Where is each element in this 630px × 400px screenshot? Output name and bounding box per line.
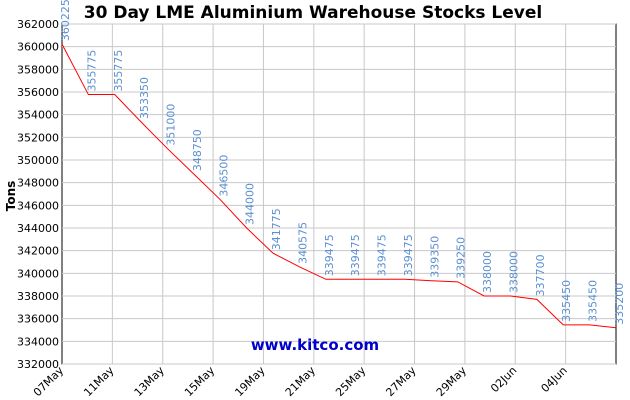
data-label: 339475 <box>349 234 362 276</box>
y-tick-label: 352000 <box>17 131 59 144</box>
data-label: 339475 <box>402 234 415 276</box>
x-tick-label: 21May <box>283 364 319 400</box>
data-label: 339350 <box>428 236 441 278</box>
data-label: 355775 <box>112 50 125 92</box>
y-tick-label: 338000 <box>17 290 59 303</box>
grid-lines <box>62 23 616 365</box>
data-label: 339250 <box>455 237 468 279</box>
data-label: 340575 <box>296 222 309 264</box>
y-axis-label: Tons <box>4 181 18 212</box>
y-tick-label: 354000 <box>17 109 59 122</box>
y-tick-label: 356000 <box>17 86 59 99</box>
data-label: 341775 <box>270 208 283 250</box>
x-tick-label: 13May <box>132 364 168 400</box>
data-label: 351000 <box>165 104 178 146</box>
y-axis-ticks: 332000 334000 336000 338000 340000 342000 3440… <box>17 18 59 371</box>
chart-title: 30 Day LME Aluminium Warehouse Stocks Le… <box>84 3 542 23</box>
data-label: 355775 <box>85 50 98 92</box>
y-tick-label: 362000 <box>17 18 59 31</box>
series-line <box>61 43 617 329</box>
x-tick-label: 15May <box>182 364 218 400</box>
plot-area <box>61 23 617 365</box>
x-tick-label: 02Jun <box>488 364 519 395</box>
watermark: www.kitco.com <box>251 336 379 354</box>
y-tick-label: 346000 <box>17 199 59 212</box>
y-tick-label: 358000 <box>17 63 59 76</box>
data-label: 360225 <box>59 0 72 41</box>
x-tick-label: 19May <box>232 364 268 400</box>
x-tick-label: 04Jun <box>539 364 570 395</box>
y-tick-label: 350000 <box>17 154 59 167</box>
y-tick-label: 340000 <box>17 267 59 280</box>
data-label: 348750 <box>191 129 204 171</box>
x-axis-ticks: 07May 11May 13May 15May 19May 21May 25May 27May… <box>31 364 570 400</box>
data-label: 339475 <box>323 234 336 276</box>
data-label: 335450 <box>587 280 600 322</box>
y-tick-label: 348000 <box>17 177 59 190</box>
x-tick-label: 11May <box>81 364 117 400</box>
data-label: 338000 <box>481 251 494 293</box>
y-tick-label: 334000 <box>17 335 59 348</box>
data-labels: 360225 355775 355775 353350 351000 348750 3465… <box>59 0 626 325</box>
data-label: 338000 <box>507 251 520 293</box>
data-label: 335450 <box>560 280 573 322</box>
y-tick-label: 360000 <box>17 41 59 54</box>
y-tick-label: 336000 <box>17 313 59 326</box>
y-tick-label: 332000 <box>17 358 59 371</box>
data-label: 339475 <box>376 234 389 276</box>
data-label: 335200 <box>613 283 626 325</box>
x-tick-label: 27May <box>383 364 419 400</box>
data-label: 353350 <box>138 77 151 119</box>
data-label: 337700 <box>534 254 547 296</box>
x-tick-label: 29May <box>434 364 470 400</box>
y-tick-label: 344000 <box>17 222 59 235</box>
data-label: 346500 <box>217 155 230 197</box>
x-tick-label: 25May <box>333 364 369 400</box>
data-label: 344000 <box>244 183 257 225</box>
y-tick-label: 342000 <box>17 245 59 258</box>
